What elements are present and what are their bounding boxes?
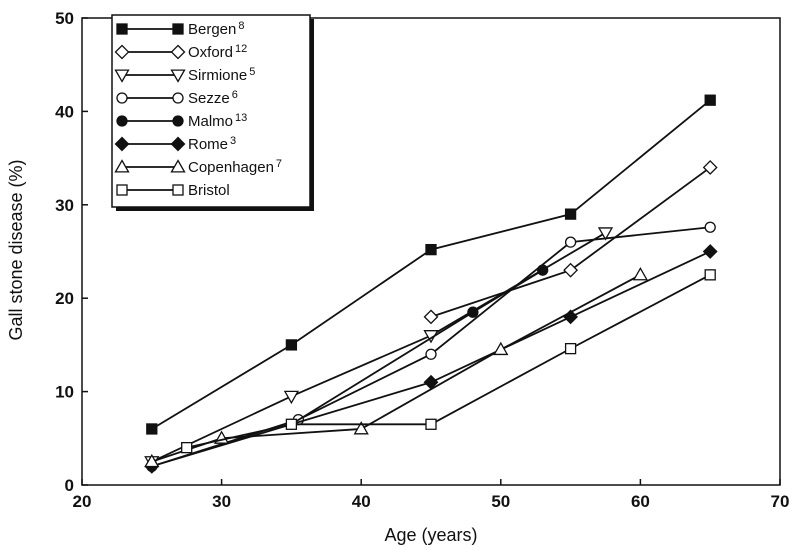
data-point-bristol [181, 441, 193, 454]
legend-reference-copenhagen: 7 [276, 158, 282, 170]
y-tick-label: 40 [55, 102, 74, 121]
x-tick-label: 70 [771, 492, 790, 511]
x-tick-label: 30 [212, 492, 231, 511]
data-point-oxford [702, 160, 718, 175]
series-bergen [146, 94, 716, 435]
data-point-sezze [564, 236, 577, 248]
data-point-oxford [563, 262, 579, 278]
x-tick-label: 20 [73, 492, 92, 511]
legend-label-malmo: Malmo 13 [188, 112, 247, 130]
legend-marker-sirmione [170, 69, 186, 83]
data-point-sezze [425, 348, 437, 360]
legend-reference-bergen: 8 [238, 20, 244, 32]
y-tick-label: 30 [55, 196, 74, 215]
legend-marker-bergen [116, 23, 128, 35]
legend-reference-sirmione: 5 [249, 66, 255, 78]
series-malmo [285, 264, 549, 430]
legend-marker-bristol [116, 184, 128, 196]
series-line-sirmione [151, 232, 606, 463]
legend-label-bristol: Bristol [188, 182, 230, 199]
data-point-malmo [467, 306, 479, 318]
series-bristol [181, 269, 716, 454]
series-copenhagen [144, 267, 649, 468]
legend: Bergen 8 Oxford 12 Sirmione 5 Sezze 6 Malmo 13 Rom… [111, 14, 314, 211]
series-layer [144, 94, 718, 474]
data-point-sirmione [597, 227, 614, 241]
data-point-copenhagen [353, 421, 369, 435]
legend-reference-oxford: 12 [235, 43, 247, 55]
plot-frame [81, 17, 781, 486]
data-point-bristol [285, 418, 298, 430]
legend-label-bergen: Bergen 8 [188, 20, 245, 38]
legend-label-sirmione: Sirmione 5 [188, 66, 255, 84]
y-tick-label: 10 [55, 383, 74, 402]
data-point-sirmione [283, 390, 300, 405]
x-tick-label: 60 [631, 492, 650, 511]
legend-label-sezze: Sezze 6 [188, 89, 238, 107]
x-axis-title: Age (years) [384, 525, 477, 545]
data-point-bergen [285, 339, 298, 351]
series-oxford [423, 160, 718, 325]
data-point-bergen [146, 423, 158, 435]
data-point-bergen [564, 208, 577, 220]
data-point-rome [702, 244, 718, 259]
y-tick-label: 0 [65, 476, 74, 495]
data-point-malmo [537, 264, 549, 276]
data-point-bergen [425, 243, 437, 256]
legend-box [111, 14, 311, 208]
data-point-copenhagen [493, 341, 509, 356]
x-tick-label: 40 [352, 492, 371, 511]
axes: 20 30 40 50 60 70 0 10 20 30 40 50 [55, 9, 789, 511]
series-line-sezze [151, 226, 711, 468]
legend-marker-malmo [172, 115, 184, 127]
y-tick-label: 50 [55, 9, 74, 28]
legend-marker-copenhagen [114, 159, 130, 173]
legend-marker-bristol [172, 184, 184, 196]
legend-marker-sirmione [114, 69, 130, 83]
data-point-copenhagen [632, 267, 649, 281]
data-point-bergen [704, 94, 716, 106]
series-line-copenhagen [151, 274, 641, 463]
legend-marker-oxford [170, 44, 186, 60]
data-point-bristol [704, 269, 716, 281]
legend-reference-rome: 3 [230, 135, 236, 147]
y-tick-label: 20 [55, 289, 74, 308]
legend-reference-sezze: 6 [232, 89, 238, 101]
series-sezze [146, 221, 716, 472]
x-tick-label: 50 [491, 492, 510, 511]
legend-marker-rome [170, 136, 186, 152]
legend-marker-sezze [172, 92, 184, 104]
legend-marker-rome [114, 136, 130, 152]
legend-reference-malmo: 13 [235, 112, 247, 124]
legend-marker-sezze [116, 92, 128, 104]
data-point-copenhagen [144, 453, 160, 468]
legend-label-oxford: Oxford 12 [188, 43, 247, 61]
legend-marker-malmo [116, 115, 128, 127]
legend-marker-copenhagen [170, 159, 186, 173]
data-point-sezze [704, 221, 716, 233]
data-point-bristol [425, 418, 437, 430]
data-point-oxford [423, 309, 439, 325]
legend-marker-oxford [114, 44, 130, 60]
legend-marker-bergen [172, 23, 184, 35]
legend-label-rome: Rome 3 [188, 135, 236, 153]
data-point-bristol [564, 342, 577, 355]
legend-label-copenhagen: Copenhagen 7 [188, 158, 282, 176]
y-axis-title: Gall stone disease (%) [6, 159, 26, 340]
